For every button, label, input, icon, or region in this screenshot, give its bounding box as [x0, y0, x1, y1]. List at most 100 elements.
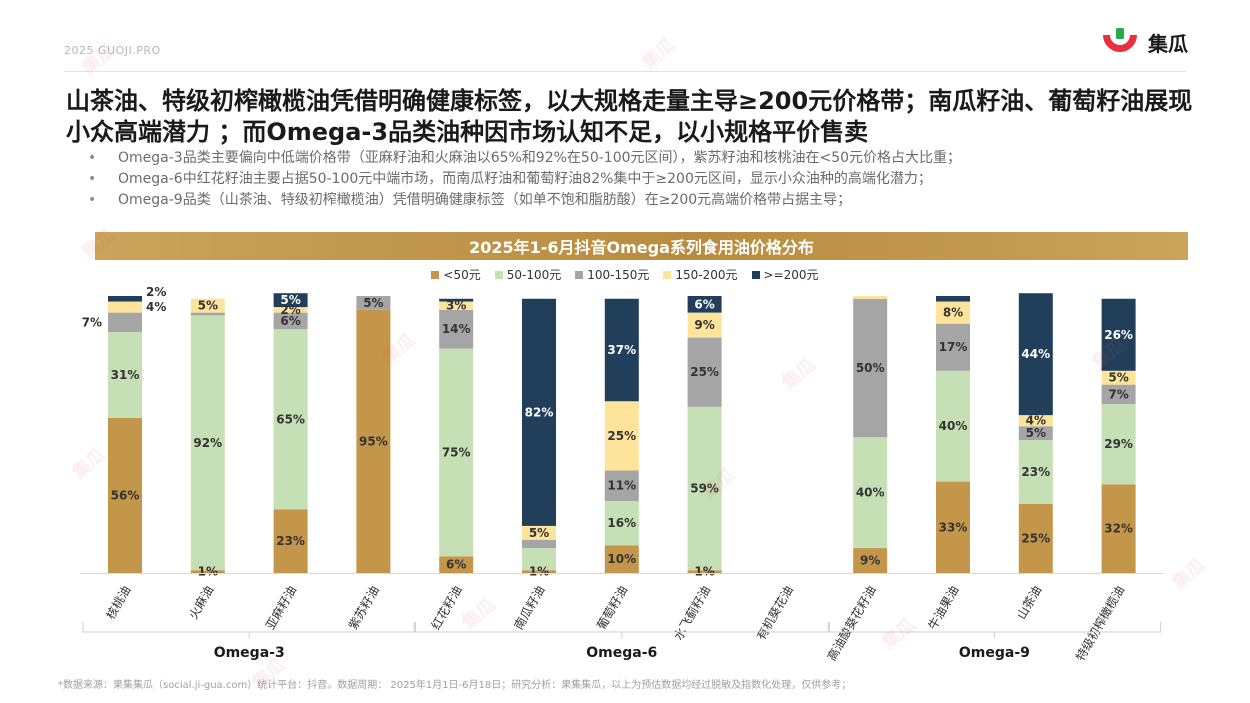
bar-segment	[439, 298, 474, 302]
bar-segment	[108, 312, 142, 333]
summary-bullets: Omega-3品类主要偏向中低端价格带（亚麻籽油和火麻油以65%和92%在50-…	[88, 148, 1208, 211]
bar-segment	[687, 296, 722, 313]
logo-icon	[1103, 28, 1137, 52]
bar-segment	[936, 323, 970, 371]
data-label: 6%	[280, 314, 300, 328]
bar-segment	[439, 301, 474, 310]
data-label: 95%	[359, 434, 388, 448]
bar-segment	[936, 481, 970, 573]
data-label: 25%	[690, 365, 719, 379]
data-label: 82%	[525, 405, 554, 419]
bar-segment	[1018, 293, 1053, 416]
bar-segment	[687, 406, 722, 571]
legend-item: 50-100元	[494, 266, 561, 283]
bar-segment	[853, 437, 888, 549]
group-bracket	[82, 622, 416, 633]
legend-swatch	[575, 270, 584, 279]
data-label: 2%	[280, 303, 300, 317]
data-label: 17%	[939, 340, 968, 354]
bar-segment	[356, 309, 391, 573]
data-label: 5%	[1108, 371, 1128, 385]
bar-segment	[273, 312, 308, 330]
data-label: 56%	[111, 488, 140, 502]
category-label: 葡萄籽油	[594, 584, 630, 633]
data-label: 23%	[276, 534, 305, 548]
group-label: Omega-9	[959, 645, 1030, 661]
data-label: 1%	[198, 565, 218, 579]
data-label: 25%	[1021, 531, 1050, 545]
data-label: 9%	[860, 554, 880, 568]
bar-segment	[687, 312, 722, 338]
bar-segment	[108, 332, 142, 418]
bar-segment	[190, 570, 225, 573]
data-label: 31%	[111, 368, 140, 382]
bar-segment	[1018, 503, 1053, 573]
legend-label: >=200元	[763, 268, 819, 282]
group-label: Omega-3	[214, 645, 285, 661]
category-label: 核桃油	[103, 583, 134, 622]
bar-segment	[522, 548, 556, 571]
legend-swatch	[494, 270, 503, 279]
bar-segment	[273, 509, 308, 573]
bar-segment	[604, 298, 639, 402]
brand-logo: 集瓜	[1100, 26, 1188, 58]
data-label: 11%	[607, 479, 636, 493]
legend-item: >=200元	[751, 266, 819, 283]
bullet-item: Omega-9品类（山茶油、特级初榨橄榄油）凭借明确健康标签（如单不饱和脂肪酸）…	[88, 190, 1208, 211]
group-bracket	[827, 622, 1162, 633]
group-label: Omega-6	[586, 645, 657, 661]
data-label: 25%	[607, 429, 636, 443]
data-label: 44%	[1021, 347, 1050, 361]
legend-item: 100-150元	[575, 266, 649, 283]
data-label: 1%	[529, 565, 549, 579]
legend-label: 150-200元	[675, 268, 738, 282]
bar-segment	[190, 312, 225, 316]
data-label: 6%	[446, 558, 466, 572]
bar-segment	[273, 293, 308, 308]
category-label: 高油酸葵花籽油	[824, 583, 879, 663]
data-label: 2%	[146, 285, 166, 299]
data-label: 5%	[529, 526, 549, 540]
legend-swatch	[663, 270, 672, 279]
bar-segment	[853, 298, 888, 438]
data-label: 23%	[1021, 465, 1050, 479]
logo-text: 集瓜	[1148, 31, 1188, 56]
category-label: 紫苏籽油	[346, 584, 382, 633]
bar-segment	[687, 570, 722, 573]
header-divider	[64, 71, 1186, 72]
bar-segment	[1018, 415, 1053, 427]
category-label: 南瓜籽油	[511, 583, 548, 632]
bar-segment	[1018, 426, 1053, 441]
bar-segment	[604, 470, 639, 501]
bar-segment	[1101, 484, 1136, 573]
data-label: 40%	[856, 486, 885, 500]
bar-segment	[273, 329, 308, 510]
category-label: 有机葵花油	[753, 583, 796, 642]
data-label: 5%	[1026, 426, 1046, 440]
source-footnote: *数据来源：果集集瓜（social.ji-gua.com）统计平台：抖音。数据周…	[58, 680, 852, 691]
data-label: 5%	[363, 296, 383, 310]
data-label: 50%	[856, 361, 885, 375]
legend-item: 150-200元	[663, 266, 738, 283]
data-label: 5%	[280, 293, 300, 307]
watermark: 集瓜	[638, 34, 680, 74]
bar-segment	[273, 307, 308, 313]
data-label: 8%	[943, 306, 963, 320]
bar-segment	[1018, 440, 1053, 504]
bullet-item: Omega-6中红花籽油主要占据50-100元中端市场，而南瓜籽油和葡萄籽油82…	[88, 169, 1208, 190]
legend-label: <50元	[443, 268, 481, 282]
data-label: 26%	[1104, 328, 1133, 342]
data-label: 9%	[694, 318, 714, 332]
legend-swatch	[751, 270, 760, 279]
data-label: 4%	[1026, 414, 1046, 428]
category-label: 水飞蓟籽油	[671, 584, 713, 643]
watermark: 集瓜	[78, 39, 120, 79]
bar-segment	[853, 296, 888, 299]
bar-segment	[190, 315, 225, 571]
bar-segment	[687, 337, 722, 407]
category-label: 亚麻籽油	[262, 583, 299, 632]
category-label: 山茶油	[1013, 583, 1044, 622]
data-label: 92%	[193, 436, 222, 450]
bar-segment	[190, 298, 225, 313]
data-label: 6%	[694, 297, 714, 311]
